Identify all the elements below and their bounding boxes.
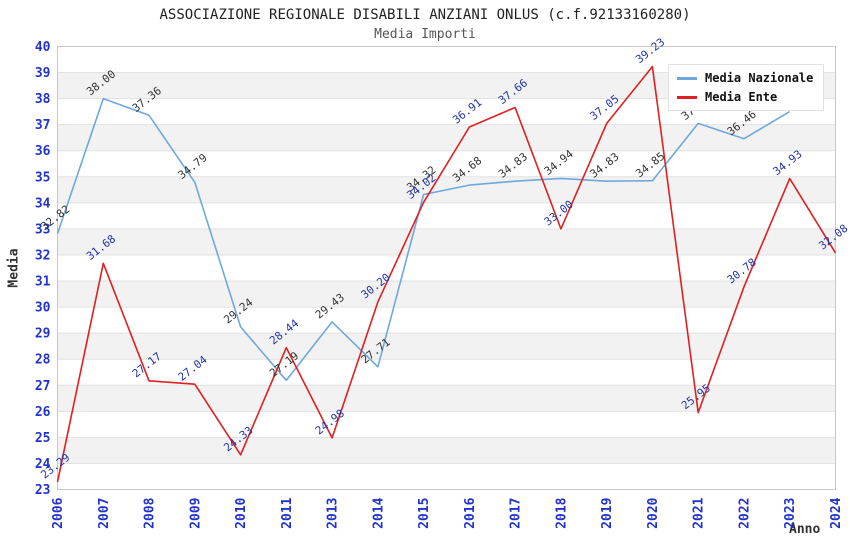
grid-band — [57, 307, 836, 334]
chart-title: ASSOCIAZIONE REGIONALE DISABILI ANZIANI … — [159, 7, 691, 23]
legend-label-media-ente: Media Ente — [705, 90, 778, 104]
y-tick-label: 30 — [35, 301, 51, 316]
x-tick-label: 2010 — [234, 497, 249, 528]
legend-item-media-ente: Media Ente — [677, 90, 813, 104]
x-tick-label: 2007 — [97, 498, 112, 529]
grid-band — [57, 228, 836, 255]
x-tick-label: 2006 — [51, 497, 66, 528]
grid-band — [57, 463, 836, 490]
x-tick-label: 2024 — [829, 497, 844, 528]
x-tick-label: 2020 — [646, 497, 661, 528]
x-tick-label: 2011 — [280, 497, 295, 528]
grid-band — [57, 437, 836, 464]
x-tick-label: 2014 — [371, 497, 386, 528]
x-tick-label: 2009 — [188, 498, 203, 529]
y-tick-label: 32 — [35, 248, 51, 263]
x-tick-label: 2023 — [783, 498, 798, 529]
y-tick-label: 23 — [35, 483, 51, 498]
x-tick-label: 2019 — [600, 498, 615, 529]
y-tick-label: 24 — [35, 457, 51, 472]
y-tick-label: 27 — [35, 379, 51, 394]
legend-label-media-nazionale: Media Nazionale — [705, 71, 814, 85]
y-tick-label: 28 — [35, 353, 51, 368]
x-tick-label: 2018 — [554, 497, 569, 528]
plot-border — [57, 46, 836, 490]
series-line-media-nazionale — [56, 97, 791, 382]
grid-band — [57, 281, 836, 308]
y-tick-label: 35 — [35, 170, 51, 185]
y-tick-label: 26 — [35, 405, 51, 420]
grid-band — [57, 333, 836, 360]
x-tick-label: 2022 — [737, 498, 752, 529]
y-tick-label: 38 — [35, 92, 51, 107]
x-axis-title: Anno — [789, 522, 821, 537]
y-tick-label: 31 — [35, 275, 51, 290]
y-tick-label: 40 — [35, 40, 51, 55]
series-line-media-ente — [56, 65, 837, 483]
grid-band — [57, 411, 836, 438]
grid-band — [57, 124, 836, 151]
grid-band — [57, 202, 836, 229]
x-tick-label: 2015 — [417, 498, 432, 529]
y-tick-label: 25 — [35, 431, 51, 446]
y-tick-label: 36 — [35, 144, 51, 159]
y-tick-label: 29 — [35, 327, 51, 342]
chart-subtitle: Media Importi — [374, 27, 476, 42]
y-tick-label: 33 — [35, 222, 51, 237]
y-tick-label: 39 — [35, 66, 51, 81]
grid-band — [57, 359, 836, 386]
x-tick-label: 2016 — [463, 497, 478, 528]
legend-item-media-nazionale: Media Nazionale — [677, 71, 813, 85]
legend-swatch-media-nazionale — [677, 76, 697, 80]
x-tick-label: 2017 — [509, 498, 524, 529]
y-tick-label: 37 — [35, 118, 51, 133]
legend-swatch-media-ente — [677, 95, 697, 99]
x-tick-label: 2008 — [143, 497, 158, 528]
chart-legend: Media Nazionale Media Ente — [668, 64, 825, 111]
grid-band — [57, 385, 836, 412]
y-tick-label: 34 — [35, 196, 51, 211]
grid-band — [57, 254, 836, 282]
x-tick-label: 2013 — [326, 498, 341, 529]
x-tick-label: 2021 — [692, 497, 707, 528]
